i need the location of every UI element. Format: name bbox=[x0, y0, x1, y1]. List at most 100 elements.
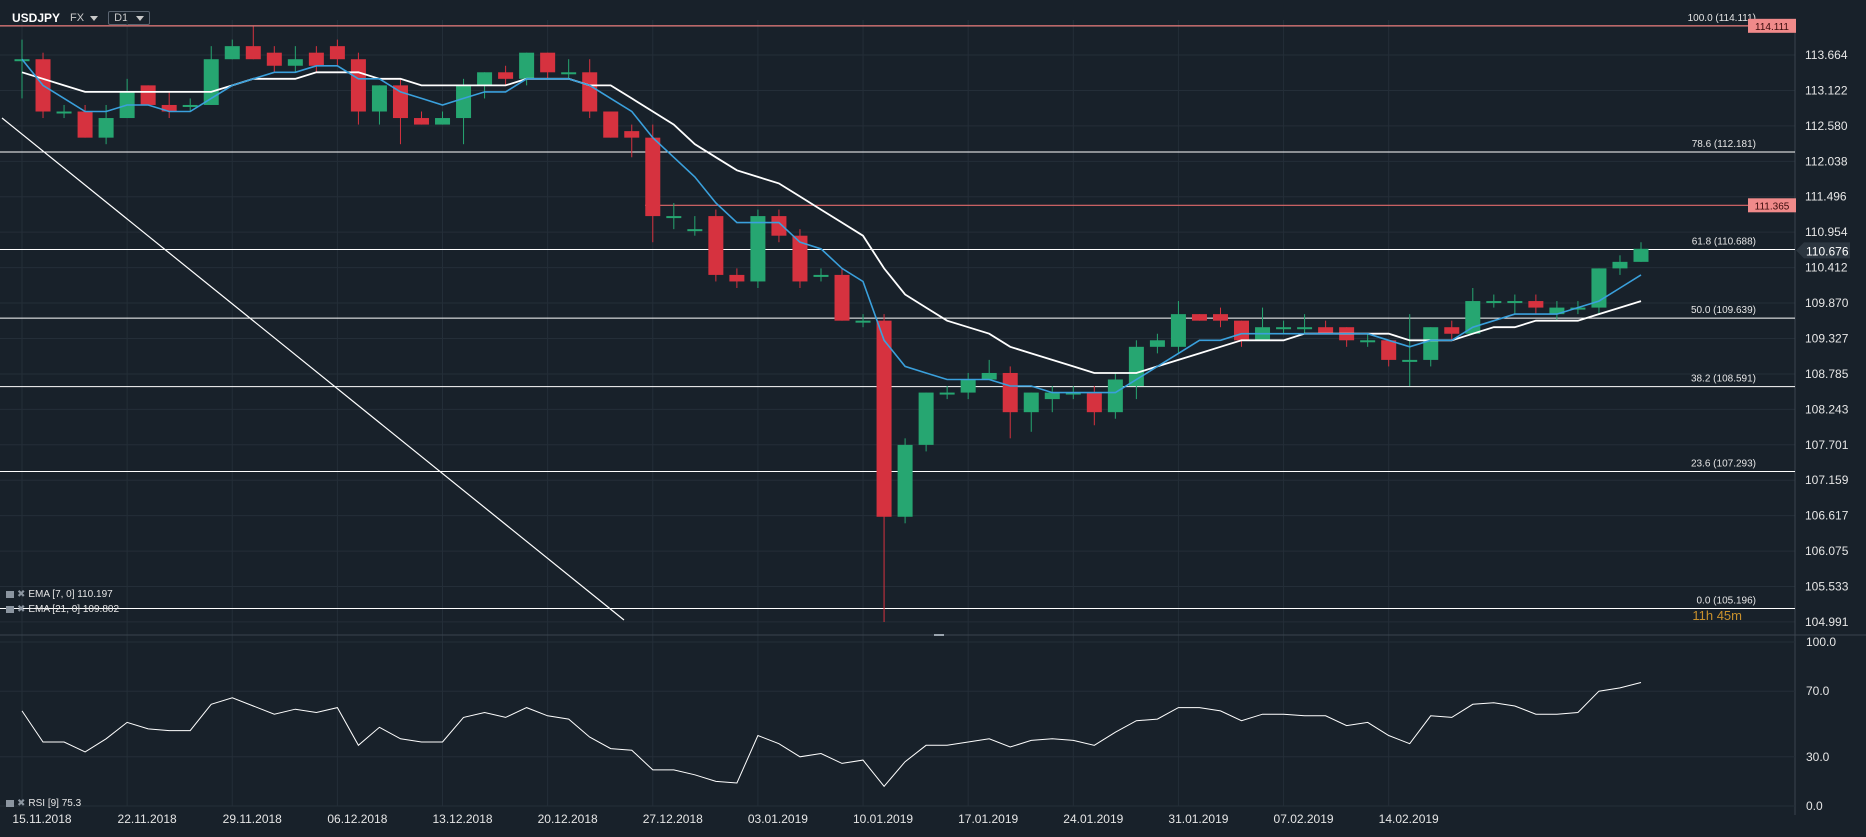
x-tick-label: 13.12.2018 bbox=[432, 812, 492, 826]
candle-body bbox=[1444, 327, 1460, 334]
candle-body bbox=[540, 52, 556, 73]
settings-icon[interactable] bbox=[6, 800, 14, 807]
y-tick-label: 107.701 bbox=[1805, 438, 1849, 452]
candle-body bbox=[1065, 392, 1081, 395]
candle-body bbox=[287, 59, 303, 66]
chart-header: USDJPY FX D1 bbox=[12, 10, 151, 26]
candle-body bbox=[792, 235, 808, 282]
ema21-line bbox=[21, 71, 1642, 374]
candle-body bbox=[1044, 392, 1060, 400]
candle-body bbox=[456, 85, 472, 119]
candle-body bbox=[1297, 327, 1313, 330]
candle-body bbox=[1612, 261, 1628, 269]
close-icon[interactable]: ✖ bbox=[17, 604, 26, 615]
candle-body bbox=[1549, 307, 1565, 315]
candle-body bbox=[308, 52, 324, 66]
x-tick-label: 07.02.2019 bbox=[1274, 812, 1334, 826]
candle-body bbox=[729, 274, 745, 282]
candle-body bbox=[1128, 346, 1144, 387]
candle-body bbox=[666, 216, 682, 219]
candle-body bbox=[350, 59, 366, 112]
rsi-y-tick-label: 30.0 bbox=[1806, 750, 1830, 764]
candle-body bbox=[224, 46, 240, 60]
candle-body bbox=[413, 118, 429, 125]
candle-body bbox=[582, 72, 598, 112]
rsi-legend: ✖ RSI [9] 75.3 bbox=[6, 798, 81, 809]
x-tick-label: 03.01.2019 bbox=[748, 812, 808, 826]
close-icon[interactable]: ✖ bbox=[17, 798, 26, 809]
candle-body bbox=[245, 46, 261, 60]
candle-body bbox=[1276, 327, 1292, 330]
market-dropdown[interactable]: FX bbox=[70, 12, 99, 24]
x-tick-label: 14.02.2019 bbox=[1379, 812, 1439, 826]
candle-body bbox=[834, 274, 850, 321]
ema7-legend-label: EMA [7, 0] 110.197 bbox=[28, 589, 113, 600]
candle-body bbox=[1423, 327, 1439, 360]
candle-body bbox=[771, 216, 787, 236]
x-tick-label: 27.12.2018 bbox=[643, 812, 703, 826]
candle-body bbox=[1212, 314, 1228, 321]
ema7-legend: ✖ EMA [7, 0] 110.197 bbox=[6, 589, 113, 600]
rsi-line bbox=[21, 682, 1642, 788]
close-icon[interactable]: ✖ bbox=[17, 589, 26, 600]
countdown-timer: 11h 45m bbox=[1692, 608, 1742, 623]
fib-level-label: 78.6 (112.181) bbox=[1692, 139, 1756, 150]
settings-icon[interactable] bbox=[6, 606, 14, 613]
fib-level-label: 23.6 (107.293) bbox=[1691, 458, 1756, 469]
candle-body bbox=[1402, 359, 1418, 362]
fib-level-label: 38.2 (108.591) bbox=[1691, 374, 1756, 385]
x-tick-label: 10.01.2019 bbox=[853, 812, 913, 826]
x-tick-label: 15.11.2018 bbox=[12, 812, 71, 826]
price-line-tag bbox=[1748, 18, 1796, 33]
resize-handle[interactable] bbox=[934, 634, 944, 636]
settings-icon[interactable] bbox=[6, 591, 14, 598]
market-label: FX bbox=[70, 12, 85, 24]
candle-body bbox=[1528, 301, 1544, 308]
timeframe-label: D1 bbox=[114, 12, 129, 24]
candle-body bbox=[855, 320, 871, 323]
candle-body bbox=[182, 104, 198, 107]
candle-body bbox=[498, 72, 514, 79]
ema7-line bbox=[21, 58, 1642, 394]
candle-body bbox=[1170, 314, 1186, 347]
chevron-down-icon bbox=[136, 15, 145, 21]
y-tick-label: 112.580 bbox=[1805, 119, 1848, 133]
candle-body bbox=[392, 85, 408, 119]
x-tick-label: 31.01.2019 bbox=[1168, 812, 1228, 826]
candle-body bbox=[1318, 327, 1334, 334]
candle-body bbox=[750, 216, 766, 282]
ema21-legend-label: EMA [21, 0] 109.802 bbox=[28, 604, 120, 615]
x-tick-label: 22.11.2018 bbox=[118, 812, 177, 826]
candle-body bbox=[561, 72, 577, 75]
y-tick-label: 105.533 bbox=[1805, 580, 1849, 594]
candle-body bbox=[203, 59, 219, 105]
candle-body bbox=[266, 52, 282, 66]
candle-body bbox=[1570, 307, 1586, 310]
y-tick-label: 107.159 bbox=[1805, 473, 1849, 487]
candle-body bbox=[918, 392, 934, 445]
candle-body bbox=[960, 379, 976, 393]
ema21-legend: ✖ EMA [21, 0] 109.802 bbox=[6, 604, 119, 615]
y-tick-label: 109.327 bbox=[1805, 332, 1849, 346]
candle-body bbox=[56, 111, 72, 114]
candle-body bbox=[1086, 392, 1102, 413]
candle-body bbox=[603, 111, 619, 138]
candle-body bbox=[645, 137, 661, 217]
y-tick-label: 111.496 bbox=[1805, 190, 1847, 204]
candle-body bbox=[708, 216, 724, 275]
symbol-label[interactable]: USDJPY bbox=[12, 11, 61, 25]
candle-body bbox=[161, 104, 177, 112]
y-tick-label: 110.954 bbox=[1805, 225, 1848, 239]
y-tick-label: 110.412 bbox=[1805, 261, 1848, 275]
candle-body bbox=[77, 111, 93, 138]
timeframe-dropdown[interactable]: D1 bbox=[108, 11, 151, 25]
y-tick-label: 104.991 bbox=[1805, 615, 1849, 629]
current-price-tag bbox=[1796, 242, 1850, 259]
candle-body bbox=[435, 118, 451, 125]
candle-body bbox=[519, 52, 535, 79]
candle-body bbox=[329, 46, 345, 60]
price-line-label: 114.111 bbox=[1755, 22, 1789, 33]
x-tick-label: 06.12.2018 bbox=[327, 812, 387, 826]
candle-body bbox=[1191, 314, 1207, 321]
